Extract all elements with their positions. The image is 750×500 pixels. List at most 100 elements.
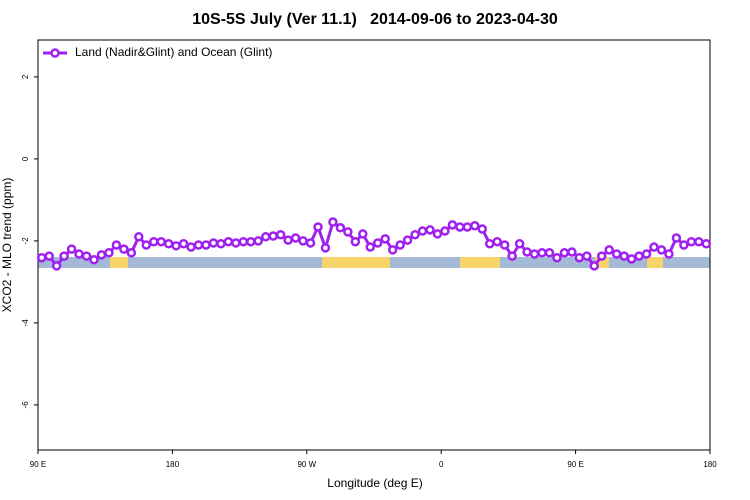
point [634, 251, 644, 261]
point [694, 236, 704, 247]
point [447, 220, 458, 230]
point [96, 250, 107, 260]
point [619, 251, 629, 261]
point [193, 240, 204, 250]
point [589, 261, 600, 271]
point [148, 236, 159, 247]
land-patch [322, 257, 390, 268]
point [119, 244, 129, 254]
point [514, 239, 525, 249]
point [238, 236, 249, 247]
point [492, 236, 502, 247]
y-tick-label: 0 [21, 156, 30, 161]
point [455, 222, 465, 232]
point [66, 244, 77, 254]
point [111, 240, 122, 250]
point [679, 240, 689, 250]
point [425, 225, 435, 235]
point [223, 236, 234, 247]
point [134, 232, 144, 242]
point [582, 251, 592, 261]
x-tick-label: 90 W [297, 460, 316, 469]
x-tick-label: 90 E [567, 460, 583, 469]
point [544, 248, 555, 258]
point [268, 231, 278, 241]
point [81, 251, 92, 261]
point [313, 222, 323, 232]
point [432, 229, 443, 239]
point [649, 242, 659, 252]
legend-label: Land (Nadir&Glint) and Ocean (Glint) [75, 45, 272, 59]
point [350, 236, 361, 247]
legend-marker [50, 48, 60, 58]
point [656, 245, 667, 255]
x-tick-label: 180 [166, 460, 180, 469]
point [387, 245, 398, 255]
point [395, 240, 405, 250]
point [611, 249, 622, 259]
point [410, 230, 420, 240]
point [402, 235, 413, 245]
point [372, 238, 383, 248]
x-tick-label: 0 [439, 460, 444, 469]
point [36, 252, 47, 263]
point [664, 249, 674, 259]
point [335, 223, 346, 233]
point [552, 252, 562, 263]
point [208, 238, 219, 248]
x-tick-label: 180 [703, 460, 717, 469]
point [320, 243, 331, 253]
point [283, 235, 293, 245]
land-patch [110, 257, 128, 268]
point [201, 240, 211, 250]
point [59, 251, 69, 261]
point [51, 261, 62, 271]
point [343, 227, 353, 237]
point [246, 236, 256, 247]
point [163, 239, 174, 249]
y-tick-label: -6 [21, 401, 30, 409]
point [701, 239, 712, 249]
point [328, 217, 338, 227]
x-axis-label: Longitude (deg E) [327, 476, 422, 490]
point [671, 233, 682, 243]
point [156, 236, 166, 247]
point [298, 236, 308, 246]
point [89, 255, 99, 265]
y-tick-label: -4 [21, 319, 30, 327]
point [529, 249, 540, 259]
point [275, 230, 286, 240]
point [440, 226, 450, 236]
point [365, 242, 376, 252]
point [626, 254, 637, 264]
point [604, 245, 614, 255]
x-tick-label: 90 E [30, 460, 46, 469]
chart-title: 10S-5S July (Ver 11.1) 2014-09-06 to 202… [192, 11, 558, 28]
point [484, 239, 495, 249]
land-patch [647, 257, 663, 268]
point [499, 240, 510, 250]
land-patch [595, 257, 609, 268]
map-strip [38, 257, 710, 268]
point [141, 240, 152, 250]
point [380, 234, 390, 244]
point [104, 248, 114, 258]
y-tick-label: 2 [21, 74, 30, 79]
point [559, 248, 570, 258]
y-tick-label: -2 [21, 237, 30, 245]
land-patch [460, 257, 500, 268]
point [641, 249, 652, 259]
point [358, 229, 368, 239]
point [178, 239, 189, 249]
point [462, 222, 473, 232]
point [186, 242, 196, 252]
point [44, 251, 54, 261]
point [260, 232, 271, 242]
point [305, 238, 316, 248]
point [574, 252, 585, 263]
y-axis-label: XCO2 - MLO trend (ppm) [0, 178, 14, 313]
point [537, 248, 547, 258]
point [290, 233, 301, 243]
point [231, 238, 241, 248]
